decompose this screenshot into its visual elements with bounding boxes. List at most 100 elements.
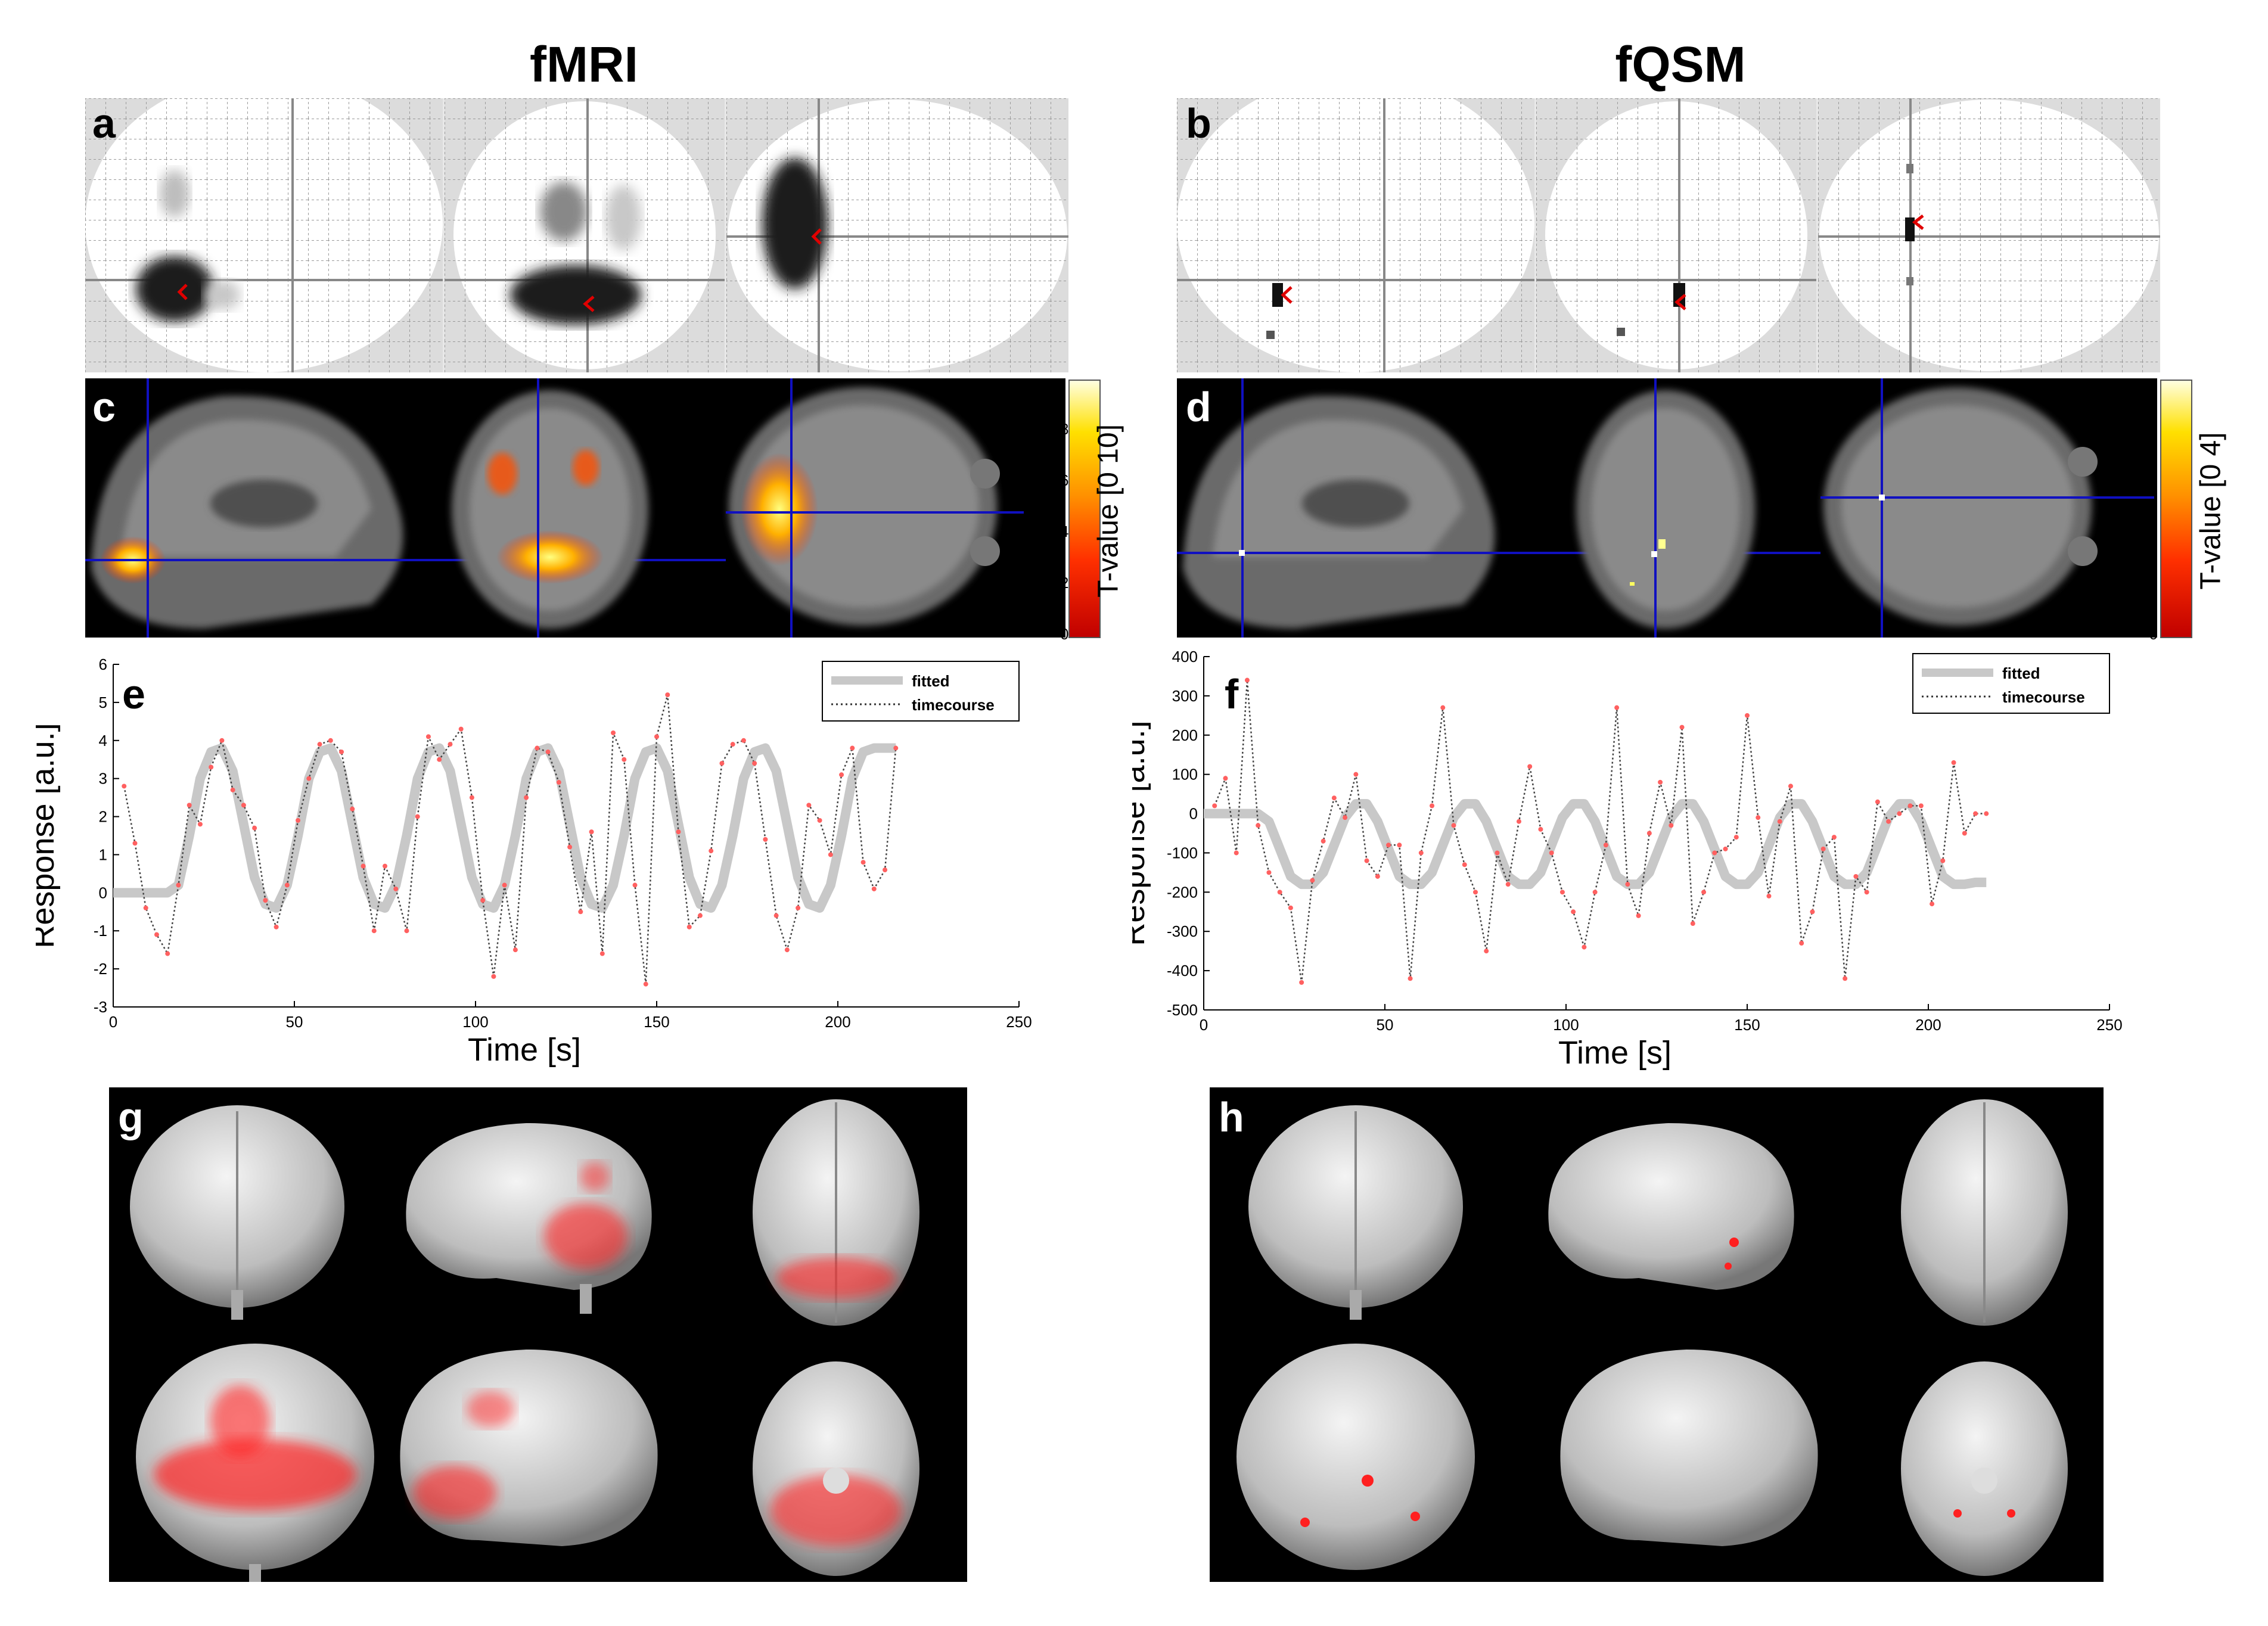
timecourse-point (165, 951, 170, 956)
panel-g-letter: g (118, 1094, 144, 1140)
timecourse-point (1462, 862, 1467, 868)
timecourse-point (1321, 838, 1326, 844)
colorbar-d-tick: 1.5 (2136, 531, 2158, 549)
panel-h-3d-renders (1210, 1087, 2104, 1582)
timecourse-point (1701, 890, 1707, 895)
timecourse-point (643, 981, 648, 987)
timecourse-point (1820, 846, 1826, 851)
timecourse-point (1658, 779, 1663, 785)
timecourse-point (1538, 826, 1543, 832)
timecourse-point (154, 932, 159, 937)
timecourse-point (1549, 850, 1554, 856)
brain-lateral-bottom-g (400, 1350, 658, 1546)
timecourse-point (1430, 803, 1435, 809)
timecourse-point (197, 822, 203, 827)
mri-sagittal-d (1177, 378, 1820, 638)
colorbar-c-tick: 4 (1060, 523, 1069, 540)
timecourse-point (567, 844, 573, 850)
y-tick-label: 100 (1172, 766, 1198, 784)
timecourse-point (730, 742, 735, 747)
timecourse-point (1843, 976, 1848, 981)
y-tick-label: 4 (99, 732, 107, 750)
glass-brain-coronal (445, 98, 725, 372)
timecourse-point (1723, 846, 1728, 851)
timecourse-point (1582, 944, 1587, 950)
glass-brain-coronal-b (1536, 98, 1816, 372)
timecourse-point (719, 761, 725, 766)
timecourse-point (371, 928, 377, 934)
chart-e-svg: 0 50 100 150 200 250 -3 -2 -1 0 1 2 3 4 5 6 Time [s] Resp… (36, 655, 1032, 1068)
mri-sagittal-c (85, 378, 726, 638)
timecourse-point (1864, 890, 1869, 895)
colorbar-c-tick: 0 (1060, 625, 1069, 643)
timecourse-point (1897, 811, 1902, 816)
timecourse-point (1505, 882, 1511, 887)
x-tick-label: 50 (286, 1013, 303, 1031)
timecourse-point (611, 730, 616, 735)
timecourse-series-line (1214, 680, 1987, 983)
timecourse-point (817, 817, 822, 823)
timecourse-point (828, 852, 833, 857)
x-axis-label: Time [s] (468, 1032, 581, 1068)
timecourse-point (632, 882, 638, 888)
x-tick-label: 0 (109, 1013, 117, 1031)
x-tick-label: 50 (1377, 1016, 1394, 1034)
panel-c-letter: c (92, 384, 116, 430)
timecourse-point (1733, 835, 1739, 840)
timecourse-point (1484, 949, 1489, 954)
legend-box (1912, 653, 2110, 714)
panel-c-mri-svg (85, 378, 1024, 638)
timecourse-point (1886, 819, 1891, 824)
colorbar-c-ticks: 0 2 4 6 8 (1058, 380, 1070, 643)
y-tick-label: 2 (99, 808, 107, 826)
timecourse-point (1495, 850, 1500, 856)
timecourse-point (317, 742, 322, 747)
timecourse-point (1353, 772, 1359, 777)
colorbar-c-tick: 2 (1060, 574, 1069, 592)
colorbar-c-label: T-value [0 10] (1092, 424, 1124, 598)
timecourse-point (1962, 831, 1967, 836)
panel-a-glass-brain-svg (85, 98, 1068, 372)
timecourse-point (1636, 913, 1641, 918)
timecourse-point (1234, 850, 1239, 856)
timecourse-point (1473, 890, 1478, 895)
mri-coronal-c (452, 378, 648, 638)
timecourse-point (448, 742, 453, 747)
colorbar-d (2160, 380, 2192, 638)
timecourse-point (796, 905, 801, 910)
timecourse-point (1788, 784, 1793, 789)
timecourse-point (1951, 760, 1956, 765)
timecourse-point (425, 734, 431, 739)
brain-lateral-top-g (406, 1123, 652, 1314)
panel-e-chart: 0 50 100 150 200 250 -3 -2 -1 0 1 2 3 4 5 6 Time [s] Resp… (36, 655, 1049, 1072)
y-tick-label: 0 (99, 884, 107, 901)
x-tick-label: 0 (1200, 1016, 1208, 1034)
brain-inferior-bottom-g (753, 1361, 919, 1576)
fqsm-column-title: fQSM (1615, 36, 1746, 92)
legend-fitted-label: fitted (2002, 664, 2040, 682)
legend-timecourse-label: timecourse (2002, 688, 2085, 706)
timecourse-point (1451, 823, 1456, 828)
timecourse-point (415, 814, 420, 819)
timecourse-point (1559, 890, 1565, 895)
x-tick-label: 100 (1553, 1016, 1579, 1034)
x-tick-label: 200 (1915, 1016, 1941, 1034)
timecourse-series-line (123, 694, 897, 984)
timecourse-point (1288, 905, 1293, 910)
timecourse-point (697, 913, 703, 918)
x-tick-label: 250 (1006, 1013, 1032, 1031)
timecourse-point (1745, 713, 1750, 718)
timecourse-point (676, 829, 681, 835)
timecourse-point (1831, 835, 1837, 840)
colorbar-d-tick: 2.5 (2136, 469, 2158, 487)
timecourse-point (599, 951, 605, 956)
timecourse-point (1853, 873, 1859, 879)
timecourse-point (1712, 850, 1717, 856)
timecourse-point (871, 886, 877, 891)
timecourse-point (1930, 901, 1935, 907)
colorbar-d-tick: 0 (2149, 625, 2158, 643)
y-tick-label: -300 (1167, 922, 1198, 940)
timecourse-point (1690, 921, 1695, 927)
timecourse-point (306, 776, 312, 781)
y-tick-label: 5 (99, 694, 107, 711)
